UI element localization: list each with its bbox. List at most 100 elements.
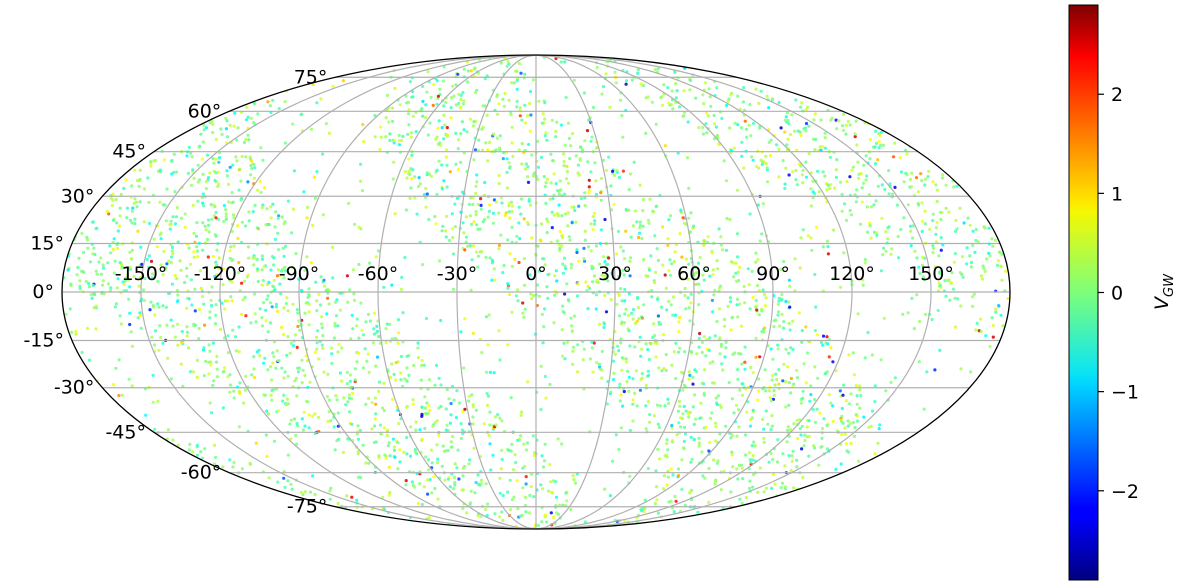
data-point — [444, 229, 448, 233]
data-point — [373, 396, 377, 400]
data-point — [652, 322, 656, 326]
data-point — [393, 212, 397, 216]
data-point — [453, 225, 457, 229]
data-point — [767, 140, 771, 144]
data-point — [392, 138, 396, 142]
data-point — [438, 259, 442, 263]
data-point — [228, 390, 232, 394]
data-point — [314, 280, 318, 284]
data-point — [283, 485, 287, 489]
data-point — [253, 166, 257, 170]
data-point — [167, 259, 171, 263]
data-point — [820, 436, 824, 440]
data-point — [476, 265, 480, 269]
data-point — [307, 310, 311, 314]
data-point — [970, 295, 975, 299]
data-point — [576, 171, 580, 175]
data-point — [858, 222, 863, 226]
data-point — [616, 229, 621, 233]
data-point — [497, 329, 501, 333]
data-point — [86, 246, 90, 250]
data-point — [990, 237, 994, 241]
data-point — [203, 224, 207, 228]
data-point — [622, 273, 626, 277]
data-point — [866, 330, 870, 335]
data-point — [949, 281, 954, 285]
data-point — [421, 84, 425, 88]
data-point — [448, 421, 452, 425]
data-point — [879, 358, 883, 362]
data-point — [396, 341, 400, 345]
data-point — [868, 224, 872, 228]
data-point — [777, 382, 781, 386]
data-point — [215, 263, 219, 267]
data-point — [1004, 269, 1008, 273]
data-point — [805, 351, 810, 355]
data-point — [563, 60, 567, 64]
data-point — [925, 370, 929, 374]
data-point — [459, 330, 463, 334]
data-point — [479, 514, 483, 519]
data-point — [417, 176, 421, 180]
data-point — [849, 441, 853, 446]
data-point — [735, 232, 740, 236]
data-point — [485, 391, 489, 396]
data-point — [460, 428, 464, 432]
data-point — [230, 299, 234, 303]
data-point — [919, 172, 923, 176]
data-point — [980, 277, 985, 281]
data-point — [388, 491, 392, 495]
data-point — [159, 335, 163, 339]
data-point — [821, 334, 826, 338]
data-point — [246, 133, 250, 137]
data-point — [739, 126, 744, 130]
data-point — [296, 370, 300, 374]
data-point — [284, 244, 288, 248]
data-point — [754, 305, 758, 309]
data-point — [180, 329, 184, 334]
data-point — [617, 274, 621, 279]
data-point — [473, 91, 478, 95]
data-point — [735, 434, 739, 438]
data-point — [231, 163, 235, 167]
data-point — [536, 177, 540, 182]
data-point — [664, 353, 668, 357]
data-point — [170, 255, 174, 259]
data-point — [202, 374, 206, 378]
longitude-tick-label: 30° — [598, 263, 632, 285]
data-point — [213, 275, 217, 279]
data-point — [414, 420, 418, 424]
data-point — [677, 330, 681, 334]
data-point — [239, 198, 243, 202]
data-point — [260, 257, 264, 261]
data-point — [724, 179, 729, 183]
data-point — [399, 354, 403, 359]
data-point — [256, 112, 260, 116]
data-point — [713, 288, 717, 292]
data-point — [454, 162, 458, 166]
data-point — [272, 263, 276, 267]
data-point — [813, 365, 817, 369]
data-point — [820, 426, 825, 431]
data-point — [387, 465, 391, 469]
data-point — [873, 145, 877, 149]
data-point — [758, 355, 762, 359]
data-point — [481, 125, 485, 129]
data-point — [231, 465, 235, 469]
data-point — [332, 336, 336, 340]
data-point — [315, 101, 319, 105]
data-point — [537, 99, 541, 103]
data-point — [199, 450, 203, 454]
data-point — [601, 158, 606, 162]
data-point — [784, 405, 788, 409]
data-point — [176, 322, 180, 326]
data-point — [682, 89, 686, 93]
data-point — [459, 436, 463, 441]
data-point — [662, 83, 666, 87]
data-point — [969, 265, 974, 269]
data-point — [600, 349, 604, 353]
data-point — [495, 136, 499, 140]
data-point — [526, 180, 531, 184]
data-point — [170, 282, 174, 286]
data-point — [202, 123, 206, 127]
